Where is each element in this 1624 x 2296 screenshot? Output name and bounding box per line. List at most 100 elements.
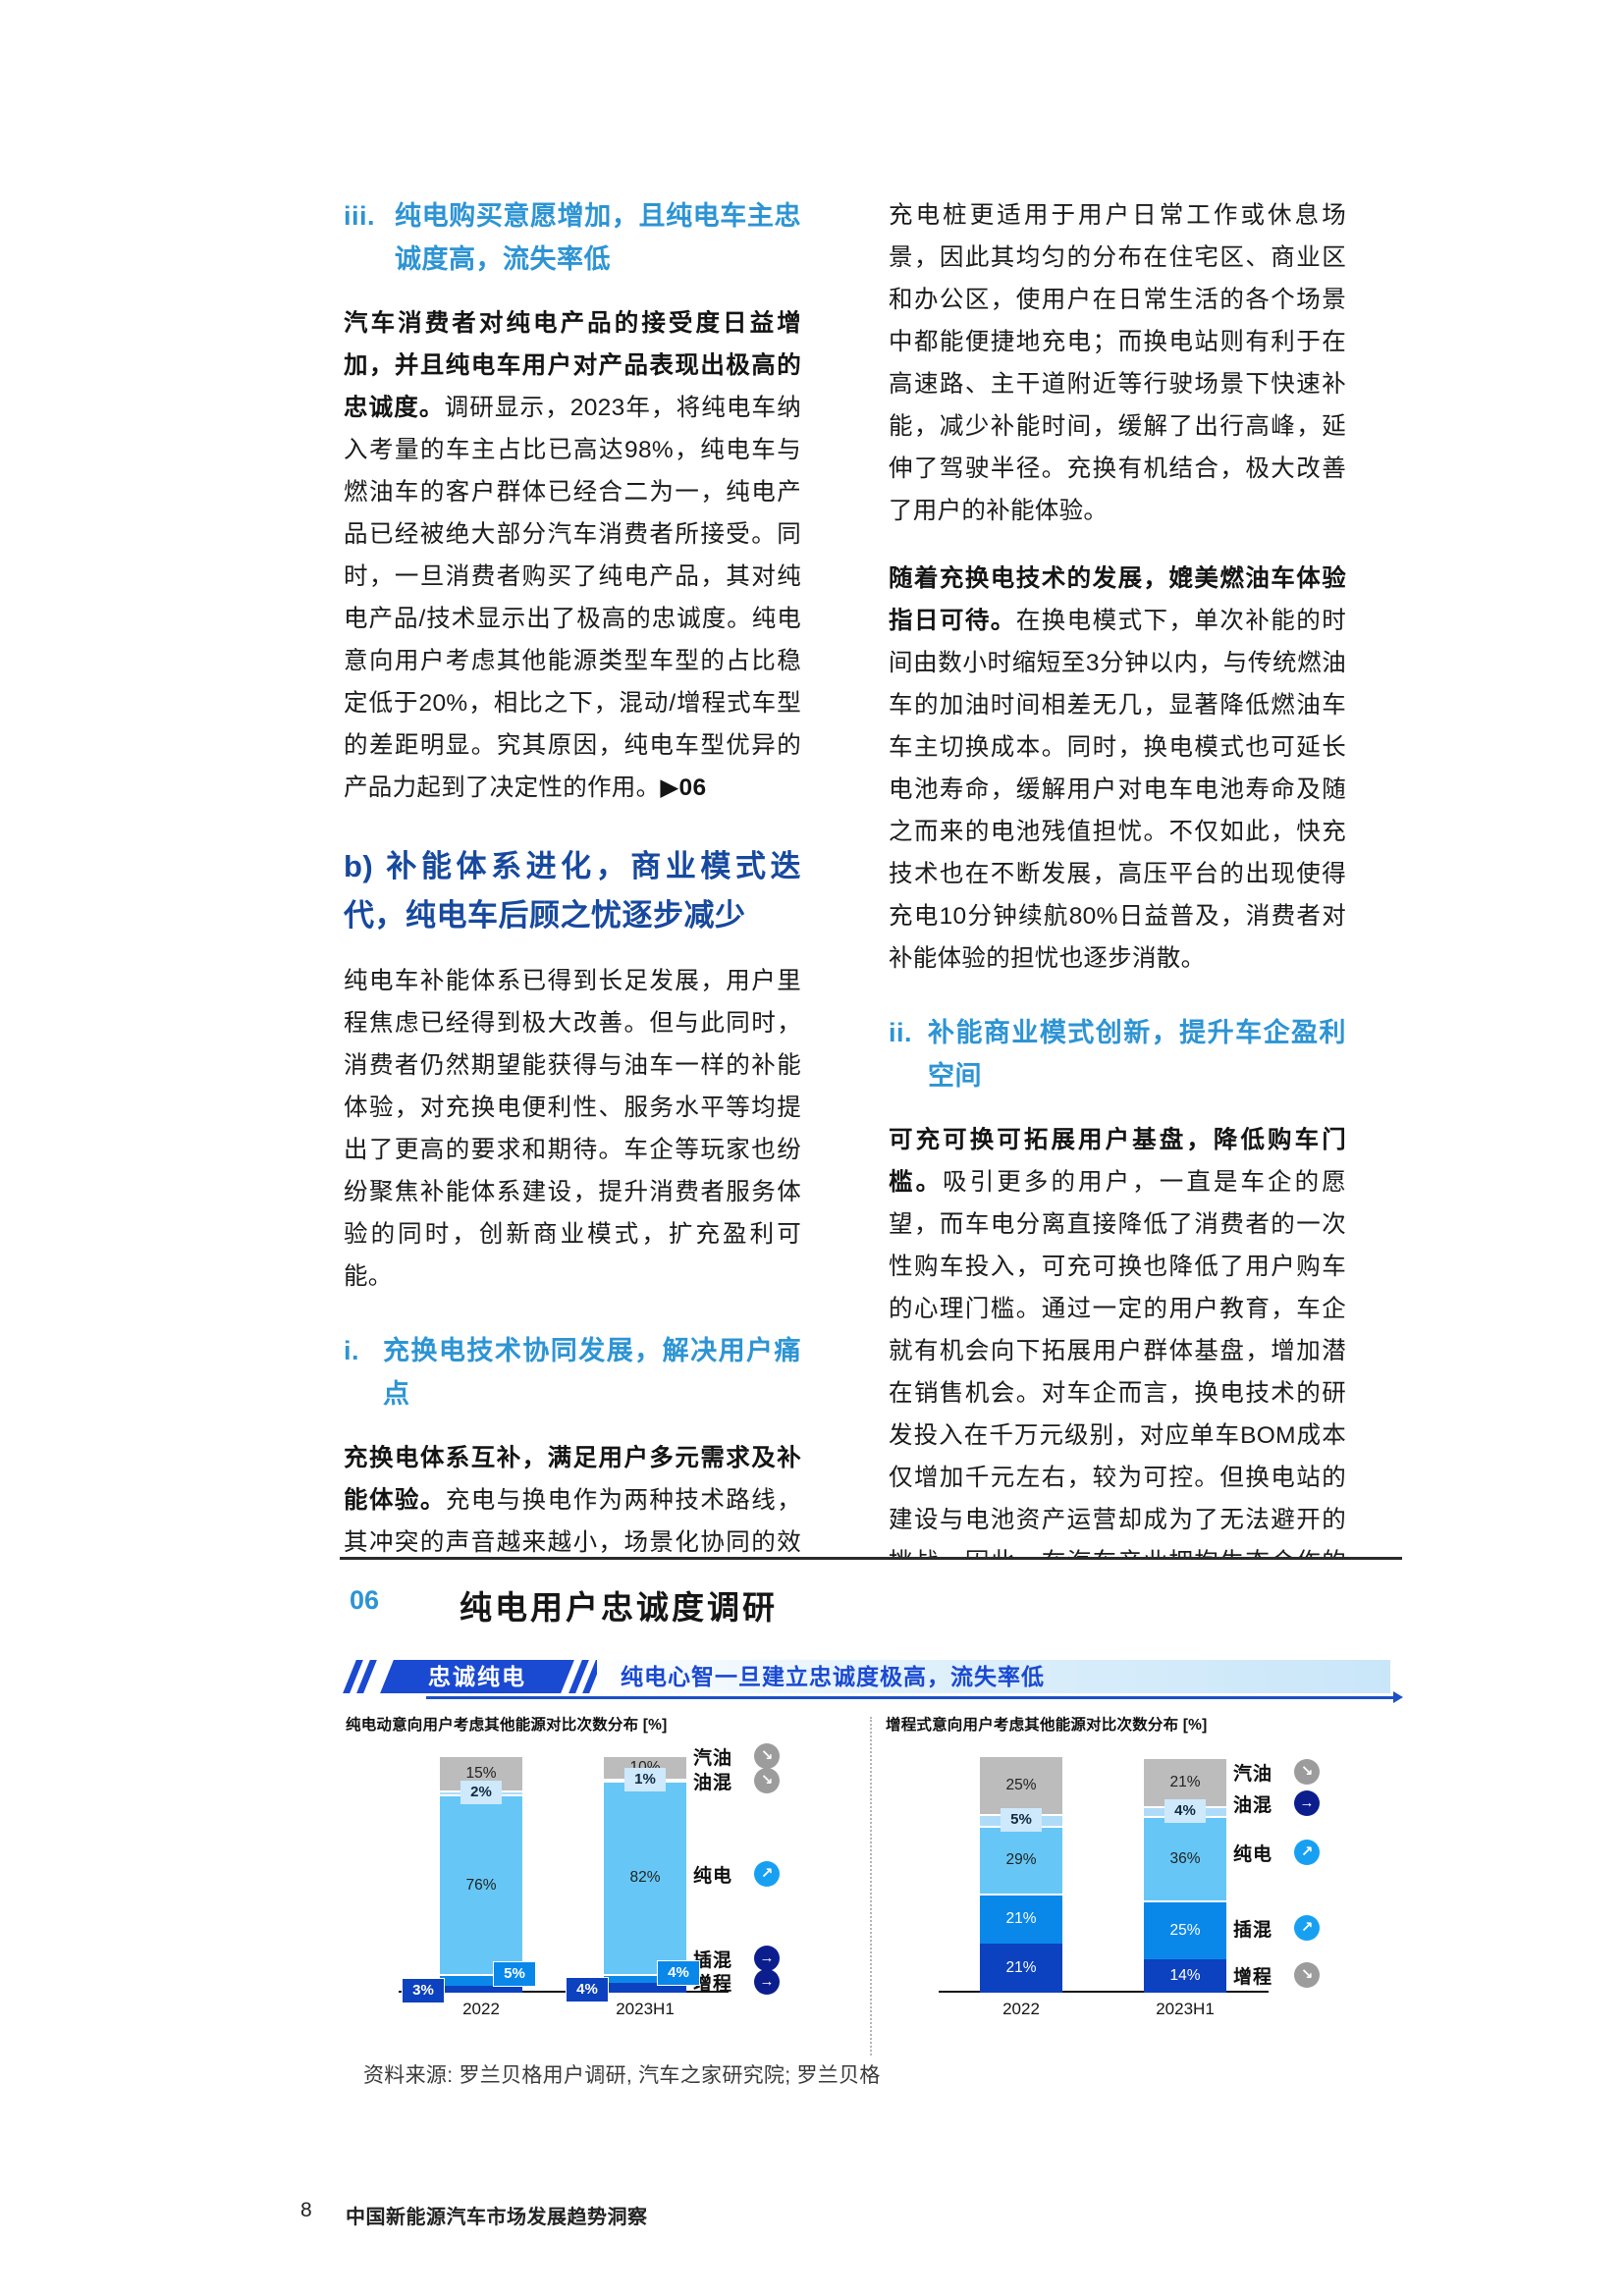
trend-up-icon: ↗: [754, 1861, 780, 1887]
figure-number: 06: [350, 1585, 380, 1615]
legend-label: 插混: [1233, 1919, 1273, 1941]
heading-b: b) 补能体系进化，商业模式迭代，纯电车后顾之忧逐步减少: [344, 849, 801, 933]
legend-label: 增程: [693, 1973, 733, 1995]
x-axis-label: 2022: [1002, 2000, 1040, 2018]
segment-value: 15%: [465, 1764, 497, 1782]
legend-label: 纯电: [693, 1865, 733, 1887]
paragraph: 可充可换可拓展用户基盘，降低购车门槛。吸引更多的用户，一直是车企的愿望，而车电分…: [889, 1119, 1346, 1626]
legend-item-插混: 插混 ↗: [1233, 1915, 1341, 1941]
source-note: 资料来源: 罗兰贝格用户调研, 汽车之家研究院; 罗兰贝格: [363, 2064, 881, 2087]
paragraph-body: 在换电模式下，单次补能的时间由数小时缩短至3分钟以内，与传统燃油车的加油时间相差…: [889, 608, 1346, 972]
bar-segment-纯电: 36%: [1144, 1816, 1226, 1901]
paragraph-body: 调研显示，2023年，将纯电车纳入考量的车主占比已高达98%，纯电车与燃油车的客…: [344, 395, 801, 801]
right-column: 充电桩更适用于用户日常工作或休息场景，因此其均匀的分布在住宅区、商业区和办公区，…: [889, 194, 1346, 1651]
legend-label: 油混: [693, 1772, 733, 1793]
segment-value: 76%: [465, 1876, 497, 1894]
figure-banner: 忠诚纯电 纯电心智一旦建立忠诚度极高，流失率低: [340, 1660, 1392, 1693]
trend-flat-icon: →: [1294, 1790, 1320, 1816]
paragraph-body: 吸引更多的用户，一直是车企的愿望，而车电分离直接降低了消费者的一次性购车投入，可…: [889, 1169, 1346, 1618]
heading-iii: iii. 纯电购买意愿增加，且纯电车主忠诚度高，流失率低: [344, 194, 801, 281]
segment-value: 25%: [1169, 1922, 1201, 1940]
legend-pointer: \: [679, 1773, 683, 1789]
banner-badge-label: 忠诚纯电: [428, 1664, 526, 1689]
chart-title: 增程式意向用户考虑其他能源对比次数分布 [%]: [886, 1717, 1208, 1734]
x-axis: [939, 1991, 1269, 1993]
legend-item-油混: \ 油混 ↘: [679, 1768, 801, 1793]
chart-erev-intenders: 增程式意向用户考虑其他能源对比次数分布 [%] 21% 21% 29% 5% 25% 20…: [882, 1713, 1333, 2042]
trend-flat-icon: →: [754, 1969, 780, 1995]
x-axis-label: 2022: [462, 2000, 500, 2018]
segment-value-tag: 4%: [566, 1977, 609, 2003]
x-axis-label: 2023H1: [616, 2000, 675, 2018]
bar-segment-插混: [604, 1973, 686, 1984]
trend-up-icon: ↗: [1294, 1915, 1320, 1941]
trend-down-icon: ↘: [754, 1743, 780, 1769]
left-column: iii. 纯电购买意愿增加，且纯电车主忠诚度高，流失率低 汽车消费者对纯电产品的…: [344, 194, 801, 1631]
legend-item-纯电: 纯电 ↗: [693, 1861, 801, 1887]
segment-value: 21%: [1005, 1910, 1037, 1928]
segment-value: 82%: [629, 1869, 661, 1887]
legend-label: 油混: [1233, 1794, 1273, 1816]
banner-text: 纯电心智一旦建立忠诚度极高，流失率低: [621, 1664, 1045, 1689]
legend-label: 插混: [693, 1949, 733, 1971]
legend-label: 纯电: [1233, 1843, 1273, 1865]
bar-segment-汽油: 25%: [980, 1754, 1062, 1814]
segment-value: 36%: [1169, 1850, 1201, 1868]
segment-value-tag: 5%: [1001, 1807, 1042, 1832]
bar-segment-增程: [604, 1983, 686, 1993]
chart-divider: [870, 1717, 872, 2056]
heading-text: 充换电技术协同发展，解决用户痛点: [383, 1336, 801, 1409]
heading-text: 补能商业模式创新，提升车企盈利空间: [928, 1018, 1346, 1091]
bar-segment-插混: 25%: [1144, 1900, 1226, 1960]
legend-label: 增程: [1233, 1966, 1273, 1988]
trend-down-icon: ↘: [754, 1768, 780, 1793]
chart-bev-intenders: 纯电动意向用户考虑其他能源对比次数分布 [%] 3% 5% 76% 2% 15% 2022…: [342, 1713, 793, 2042]
legend-label: 汽油: [693, 1747, 733, 1769]
bar-segment-增程: 14%: [1144, 1959, 1226, 1993]
x-axis-label: 2023H1: [1156, 2000, 1215, 2018]
figure-reference: ▶06: [660, 774, 707, 801]
legend-item-汽油: 汽油 ↘: [693, 1743, 801, 1769]
segment-value-tag: 2%: [460, 1781, 502, 1804]
heading-ii: ii. 补能商业模式创新，提升车企盈利空间: [889, 1011, 1346, 1097]
trend-down-icon: ↘: [1294, 1962, 1320, 1988]
trend-flat-icon: →: [754, 1946, 780, 1971]
paragraph: 纯电车补能体系已得到长足发展，用户里程焦虑已经得到极大改善。但与此同时，消费者仍…: [344, 968, 801, 1290]
segment-value: 25%: [1005, 1776, 1037, 1793]
paragraph-lead: 随着充换电技术的发展，媲美燃油车体验指日可待。: [889, 565, 1346, 634]
bar-segment-纯电: 82%: [604, 1781, 686, 1974]
stacked-bar-2022: 3% 5% 76% 2% 15%: [402, 1747, 536, 2004]
legend-item-纯电: 纯电 ↗: [1233, 1840, 1341, 1865]
bar-segment-汽油: 21%: [1144, 1757, 1226, 1807]
segment-value: 14%: [1169, 1967, 1201, 1985]
segment-value: 29%: [1005, 1851, 1037, 1869]
paragraph-lead: 充换电体系互补，满足用户多元需求及补能体验。: [344, 1445, 801, 1514]
stacked-bar-2023H1: 4%4%82%1%10%: [566, 1747, 700, 2003]
heading-i: i. 充换电技术协同发展，解决用户痛点: [344, 1329, 801, 1415]
banner-band: 纯电心智一旦建立忠诚度极高，流失率低: [597, 1660, 1390, 1693]
bar-segment-增程: 21%: [980, 1943, 1062, 1993]
trend-up-icon: ↗: [1294, 1840, 1320, 1865]
heading-number: iii.: [344, 201, 376, 231]
heading-text: 纯电购买意愿增加，且纯电车主忠诚度高，流失率低: [395, 201, 801, 274]
banner-badge: 忠诚纯电: [380, 1660, 574, 1693]
paragraph: 充电桩更适用于用户日常工作或休息场景，因此其均匀的分布在住宅区、商业区和办公区，…: [889, 202, 1346, 524]
paragraph: 汽车消费者对纯电产品的接受度日益增加，并且纯电车用户对产品表现出极高的忠诚度。调…: [344, 302, 801, 809]
legend-item-插混: /插混→: [679, 1946, 801, 1971]
bar-segment-纯电: 29%: [980, 1825, 1062, 1895]
legend-item-汽油: 汽油 ↘: [1233, 1759, 1341, 1785]
segment-value-tag: 4%: [1164, 1799, 1206, 1824]
chart-title: 纯电动意向用户考虑其他能源对比次数分布 [%]: [346, 1717, 668, 1734]
bar-segment-纯电: 76%: [440, 1794, 522, 1974]
segment-value: 21%: [1169, 1774, 1201, 1791]
page-number: 8: [300, 2199, 312, 2221]
figure-title: 纯电用户忠诚度调研: [460, 1589, 778, 1626]
bar-segment-插混: 21%: [980, 1894, 1062, 1944]
segment-value-tag: 1%: [624, 1767, 666, 1791]
footer-title: 中国新能源汽车市场发展趋势洞察: [346, 2207, 648, 2228]
segment-value-tag: 3%: [402, 1978, 445, 2004]
legend-item-增程: 增程 ↘: [1233, 1962, 1341, 1988]
trend-down-icon: ↘: [1294, 1759, 1320, 1785]
heading-number: ii.: [889, 1018, 913, 1047]
